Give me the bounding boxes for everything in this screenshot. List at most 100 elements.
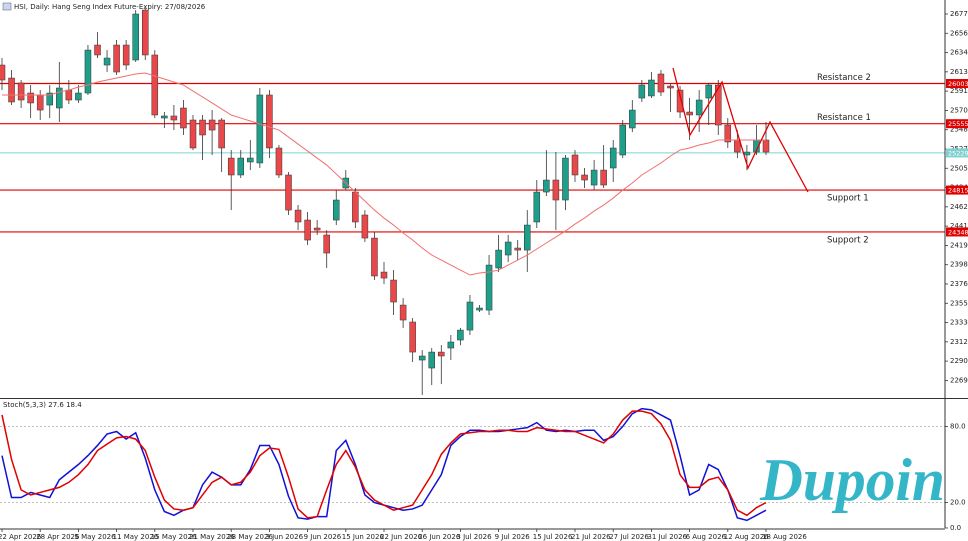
stochastic-line — [1, 410, 767, 519]
x-tick-label: 28 Apr 2026 — [36, 533, 80, 541]
candle-body — [695, 99, 703, 116]
candle-body — [466, 301, 474, 331]
y-tick-label: 23768 — [950, 280, 968, 288]
y-tick-label: 26348 — [950, 49, 968, 57]
x-tick-label: 11 May 2026 — [113, 533, 159, 541]
candle-body — [428, 351, 435, 369]
candle-body — [36, 94, 44, 111]
candle-body — [46, 92, 53, 106]
current-price-box-label: 25229 — [948, 149, 968, 157]
candle-body — [571, 154, 579, 176]
y-tick-label: 23338 — [950, 319, 968, 327]
candle-body — [715, 84, 722, 126]
y-tick-label: 25918 — [950, 87, 968, 95]
candle-body — [352, 191, 359, 223]
candle-body — [304, 219, 311, 241]
plot-layer: Resistance 2 Resistance 1 Support 1 Support… — [0, 7, 945, 522]
y-tick-label: 22908 — [950, 357, 968, 365]
candle-body — [638, 84, 646, 99]
candle-body — [208, 119, 216, 131]
candle-body — [56, 87, 63, 109]
current-price-box — [946, 148, 968, 158]
level-box-label: 24348 — [948, 228, 968, 236]
x-tick-label: 28 May 2026 — [227, 533, 273, 541]
y-tick-label: 26778 — [950, 10, 968, 18]
candle-body — [600, 169, 607, 186]
level-box-label: 24815 — [948, 187, 968, 195]
candle-body — [333, 199, 340, 221]
candle-body — [161, 115, 168, 119]
x-tick-label: 27 Jul 2026 — [609, 533, 649, 541]
candle-body — [27, 92, 34, 104]
candle-body — [247, 157, 254, 163]
x-tick-label: 12 Aug 2026 — [724, 533, 769, 541]
candle-body — [495, 249, 502, 269]
candle-body — [524, 224, 531, 251]
chart-title: HSI, Daily: Hang Seng Index Future-Expir… — [14, 3, 206, 11]
y-tick-label: 24413 — [950, 222, 968, 230]
x-tick-label: 18 Aug 2026 — [762, 533, 807, 541]
candle-body — [313, 227, 321, 231]
y-tick-label: 23553 — [950, 299, 968, 307]
symbol-icon — [2, 2, 12, 11]
candle-body — [485, 264, 493, 311]
candle-body — [657, 73, 665, 93]
candle-body — [438, 351, 445, 357]
candle-body — [686, 111, 693, 116]
candle-body — [676, 89, 684, 113]
x-tick-label: 22 Apr 2026 — [0, 533, 42, 541]
candle-body — [237, 157, 244, 176]
y-tick-label: 23983 — [950, 261, 968, 269]
watermark: Dupoin — [759, 447, 945, 513]
y-tick-label: 26133 — [950, 68, 968, 76]
candle-body — [65, 89, 73, 101]
candle-body — [552, 179, 560, 201]
candle-body — [266, 94, 273, 149]
candle-body — [667, 85, 674, 89]
candle-body — [609, 147, 617, 169]
x-tick-label: 5 May 2026 — [74, 533, 116, 541]
level-label: Support 2 — [827, 235, 869, 245]
candle-body — [629, 109, 636, 129]
y-tick-label: 24628 — [950, 203, 968, 211]
candle-body — [75, 92, 82, 101]
candle-body — [390, 279, 397, 303]
candle-body — [619, 124, 626, 156]
x-tick-label: 21 May 2026 — [189, 533, 235, 541]
candle-body — [84, 49, 92, 94]
x-tick-label: 9 Jun 2026 — [304, 533, 342, 541]
candle-body — [562, 157, 569, 201]
candle-body — [361, 214, 369, 239]
level-box-label: 26003 — [948, 80, 968, 88]
x-tick-label: 9 Jul 2026 — [495, 533, 531, 541]
candle-body — [533, 191, 541, 223]
candle-body — [285, 174, 292, 211]
level-box — [946, 119, 968, 129]
x-tick-label: 26 Jun 2026 — [418, 533, 461, 541]
candle-body — [504, 241, 512, 256]
y-tick-label: 0.0 — [950, 524, 961, 532]
candle-body — [227, 157, 235, 176]
candle-body — [294, 209, 302, 223]
candle-body — [132, 13, 139, 61]
y-tick-label: 80.0 — [950, 422, 966, 430]
candle-body — [218, 119, 225, 149]
candle-body — [590, 169, 598, 186]
candle-body — [103, 57, 111, 66]
y-tick-label: 24198 — [950, 241, 968, 249]
level-label: Resistance 1 — [817, 113, 871, 123]
candle-body — [122, 44, 130, 66]
candle-body — [151, 54, 159, 116]
y-tick-label: 25488 — [950, 126, 968, 134]
moving-average — [2, 72, 766, 276]
candle-body — [418, 355, 426, 361]
candle-body — [0, 64, 6, 81]
candle-body — [447, 341, 455, 349]
candle-body — [476, 307, 483, 311]
x-tick-label: 6 Aug 2026 — [686, 533, 727, 541]
level-box — [946, 227, 968, 237]
y-tick-label: 25058 — [950, 164, 968, 172]
x-tick-label: 22 Jun 2026 — [380, 533, 423, 541]
